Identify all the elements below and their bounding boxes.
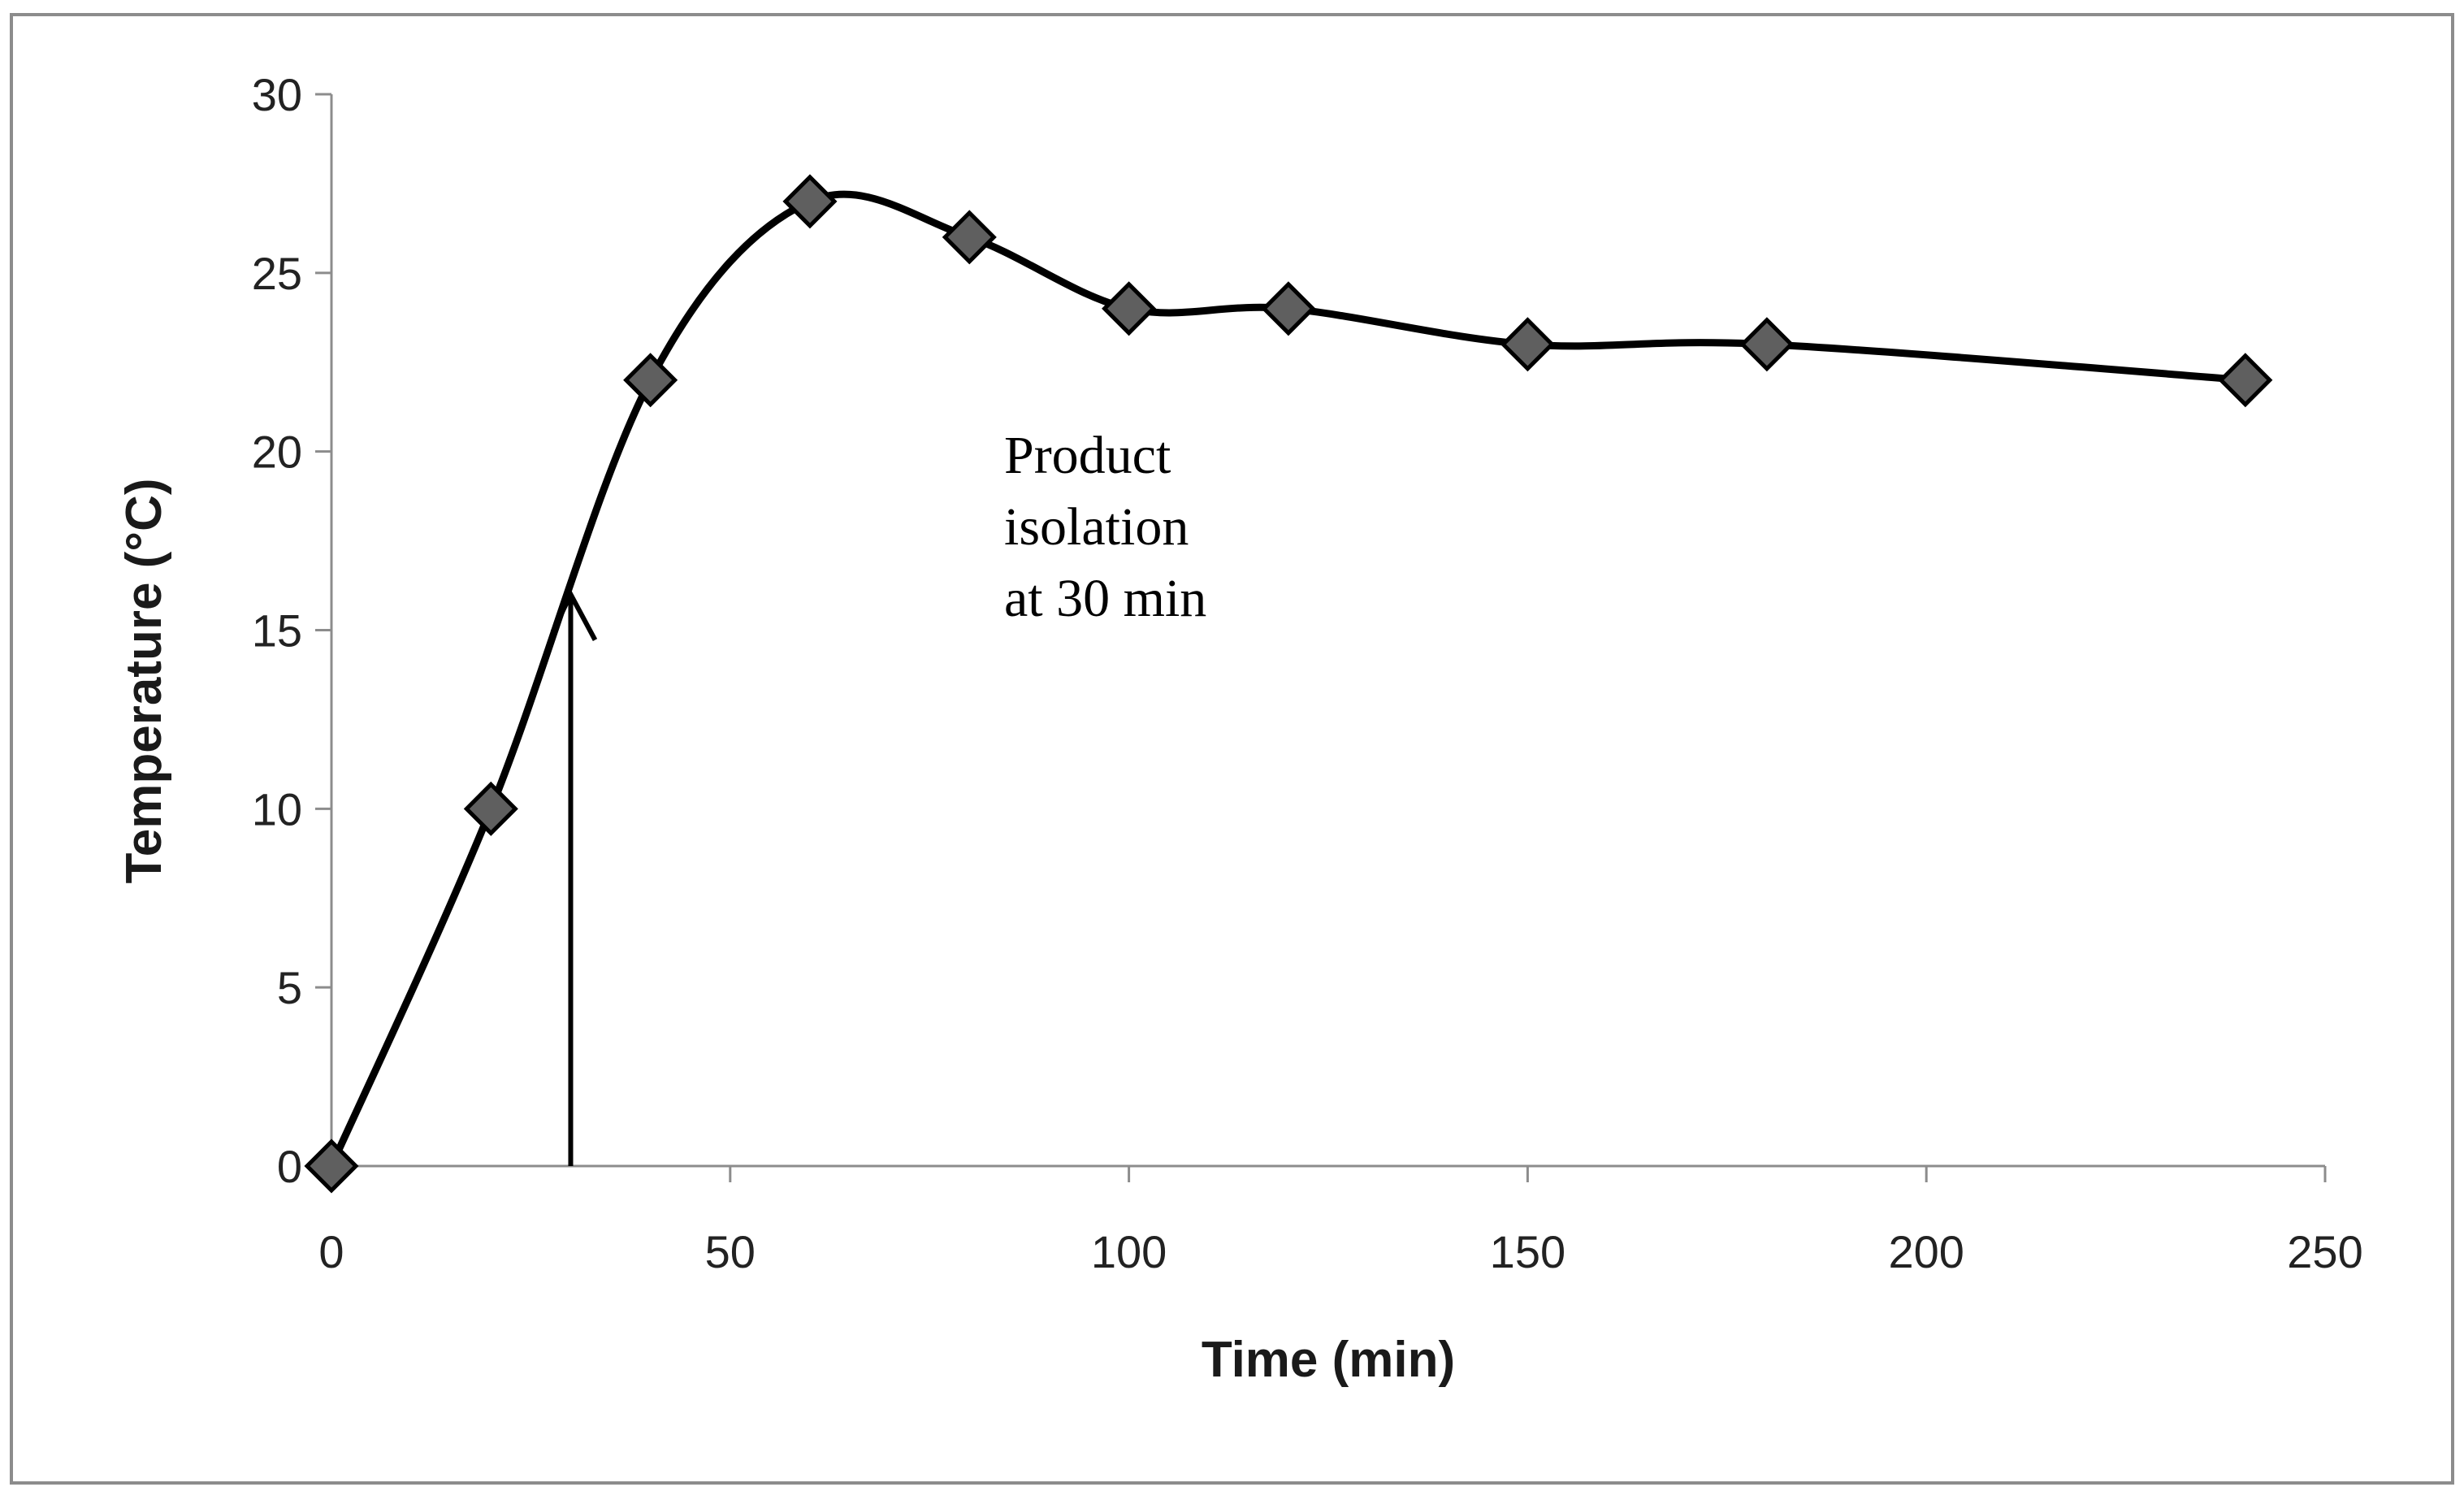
y-tick-label: 15 (252, 605, 302, 657)
data-point-marker (1102, 281, 1157, 336)
axis-ticks: 0 5 10 15 20 25 30 0 50 100 150 200 250 (252, 69, 2363, 1277)
x-tick-label: 250 (2287, 1226, 2362, 1277)
data-point-marker (623, 353, 678, 408)
annotation-text: Product isolation at 30 min (1004, 426, 1206, 628)
y-tick-label: 25 (252, 248, 302, 299)
series-line (327, 190, 2250, 1170)
data-point-marker (2218, 353, 2273, 408)
data-series (327, 190, 2250, 1170)
data-point-marker (1739, 317, 1795, 372)
y-tick-label: 0 (277, 1141, 302, 1192)
data-point-marker (463, 781, 518, 836)
data-point-marker (304, 1138, 359, 1194)
data-point-marker (942, 210, 997, 265)
x-tick-label: 100 (1091, 1226, 1167, 1277)
y-tick-label: 10 (252, 783, 302, 835)
data-point-marker (1500, 317, 1555, 372)
y-tick-label: 20 (252, 427, 302, 478)
x-tick-label: 50 (705, 1226, 756, 1277)
data-point-marker (782, 174, 838, 229)
x-tick-label: 0 (318, 1226, 344, 1277)
data-markers (304, 174, 2273, 1194)
annotation-line-1: Product (1004, 426, 1171, 485)
annotation-line-2: isolation (1004, 497, 1189, 557)
annotation-line-3: at 30 min (1004, 569, 1206, 628)
annotation: Product isolation at 30 min (550, 426, 1206, 1166)
y-tick-label: 30 (252, 69, 302, 120)
y-tick-label: 5 (277, 962, 302, 1013)
x-tick-label: 150 (1490, 1226, 1565, 1277)
x-axis-title: Time (min) (1202, 1332, 1455, 1388)
x-tick-label: 200 (1888, 1226, 1964, 1277)
outer-border (10, 13, 2454, 1485)
data-point-marker (1261, 281, 1316, 336)
y-axis-title: Temperature (°C) (116, 478, 172, 883)
